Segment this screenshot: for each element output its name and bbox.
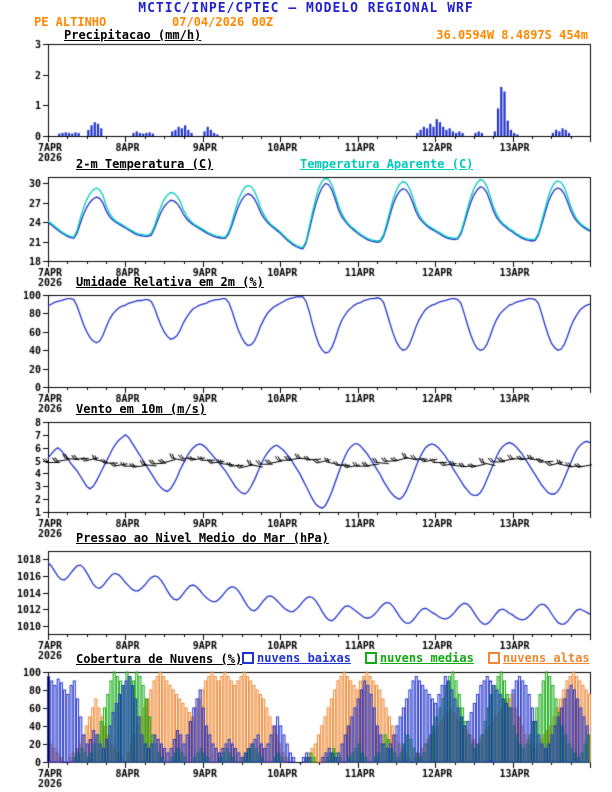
panel-title-temperature: 2-m Temperatura (C) xyxy=(76,157,214,171)
legend-item-low-clouds: nuvens baixas xyxy=(242,651,351,665)
station-name: PE ALTINHO xyxy=(34,15,107,29)
panel-title-wind: Vento em 10m (m/s) xyxy=(76,402,207,416)
model-title: MCTIC/INPE/CPTEC — MODELO REGIONAL WRF xyxy=(138,1,474,16)
panel-title-humidity: Umidade Relativa em 2m (%) xyxy=(76,275,264,289)
legend-label-mid-clouds: nuvens medias xyxy=(379,651,474,665)
legend-label-low-clouds: nuvens baixas xyxy=(257,651,351,665)
legend-apparent-temperature: Temperatura Aparente (C) xyxy=(300,157,474,171)
panel-title-pressure: Pressao ao Nivel Medio do Mar (hPa) xyxy=(76,531,329,545)
low-clouds-swatch-icon xyxy=(242,652,254,664)
legend-label-high-clouds: nuvens altas xyxy=(502,651,590,665)
panel-title-precipitation: Precipitacao (mm/h) xyxy=(64,28,202,42)
cloud-legend: nuvens baixas nuvens medias nuvens altas xyxy=(242,651,590,665)
mid-clouds-swatch-icon xyxy=(364,652,377,664)
legend-item-mid-clouds: nuvens medias xyxy=(364,651,474,665)
legend-item-high-clouds: nuvens altas xyxy=(487,651,590,665)
high-clouds-swatch-icon xyxy=(487,652,500,664)
run-datetime: 07/04/2026 00Z xyxy=(172,15,274,29)
station-coordinates: 36.0594W 8.4897S 454m xyxy=(436,28,588,42)
panel-title-cloud-cover: Cobertura de Nuvens (%) xyxy=(76,652,243,666)
